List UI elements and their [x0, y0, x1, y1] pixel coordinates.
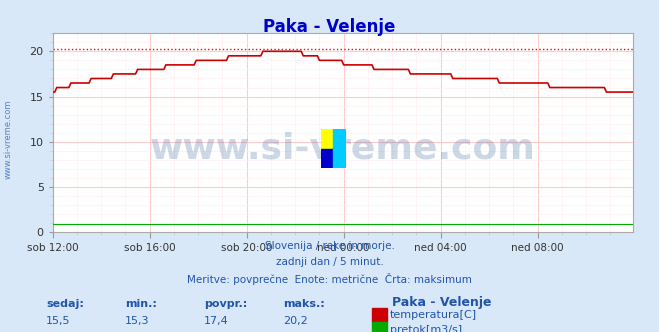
Text: min.:: min.:: [125, 299, 157, 309]
Text: Meritve: povprečne  Enote: metrične  Črta: maksimum: Meritve: povprečne Enote: metrične Črta:…: [187, 273, 472, 285]
Text: 17,4: 17,4: [204, 316, 229, 326]
Text: povpr.:: povpr.:: [204, 299, 248, 309]
Text: Paka - Velenje: Paka - Velenje: [264, 18, 395, 36]
Text: 15,5: 15,5: [46, 316, 71, 326]
Text: www.si-vreme.com: www.si-vreme.com: [150, 132, 536, 166]
Bar: [372, 322, 387, 332]
Text: sedaj:: sedaj:: [46, 299, 84, 309]
Bar: [321, 129, 333, 148]
Bar: [333, 129, 346, 148]
Bar: [321, 148, 333, 168]
Bar: [372, 308, 387, 322]
Text: zadnji dan / 5 minut.: zadnji dan / 5 minut.: [275, 257, 384, 267]
Text: maks.:: maks.:: [283, 299, 325, 309]
Text: temperatura[C]: temperatura[C]: [390, 310, 477, 320]
Text: 20,2: 20,2: [283, 316, 308, 326]
Text: Slovenija / reke in morje.: Slovenija / reke in morje.: [264, 241, 395, 251]
Bar: [333, 148, 346, 168]
Text: Paka - Velenje: Paka - Velenje: [392, 296, 492, 309]
Text: www.si-vreme.com: www.si-vreme.com: [4, 100, 13, 179]
Text: pretok[m3/s]: pretok[m3/s]: [390, 325, 462, 332]
Text: 15,3: 15,3: [125, 316, 150, 326]
